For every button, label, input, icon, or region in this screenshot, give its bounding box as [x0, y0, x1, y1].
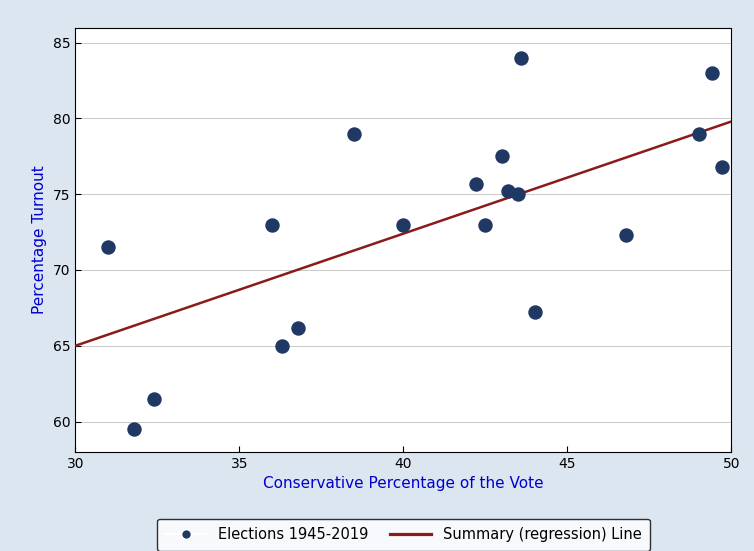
Point	[502, 187, 514, 196]
Point	[266, 220, 278, 229]
Y-axis label: Percentage Turnout: Percentage Turnout	[32, 165, 48, 314]
Legend: Elections 1945-2019, Summary (regression) Line: Elections 1945-2019, Summary (regression…	[157, 518, 650, 551]
Point	[276, 341, 288, 350]
Point	[512, 190, 524, 198]
Point	[397, 220, 409, 229]
Point	[148, 395, 160, 403]
Point	[128, 425, 140, 434]
Point	[516, 53, 528, 62]
Point	[293, 323, 305, 332]
Point	[716, 163, 728, 171]
Point	[529, 308, 541, 317]
Point	[706, 68, 718, 77]
Point	[692, 129, 704, 138]
Point	[480, 220, 492, 229]
Point	[621, 231, 633, 240]
X-axis label: Conservative Percentage of the Vote: Conservative Percentage of the Vote	[263, 476, 544, 491]
Point	[102, 243, 114, 252]
Point	[470, 179, 482, 188]
Point	[495, 152, 507, 161]
Point	[348, 129, 360, 138]
